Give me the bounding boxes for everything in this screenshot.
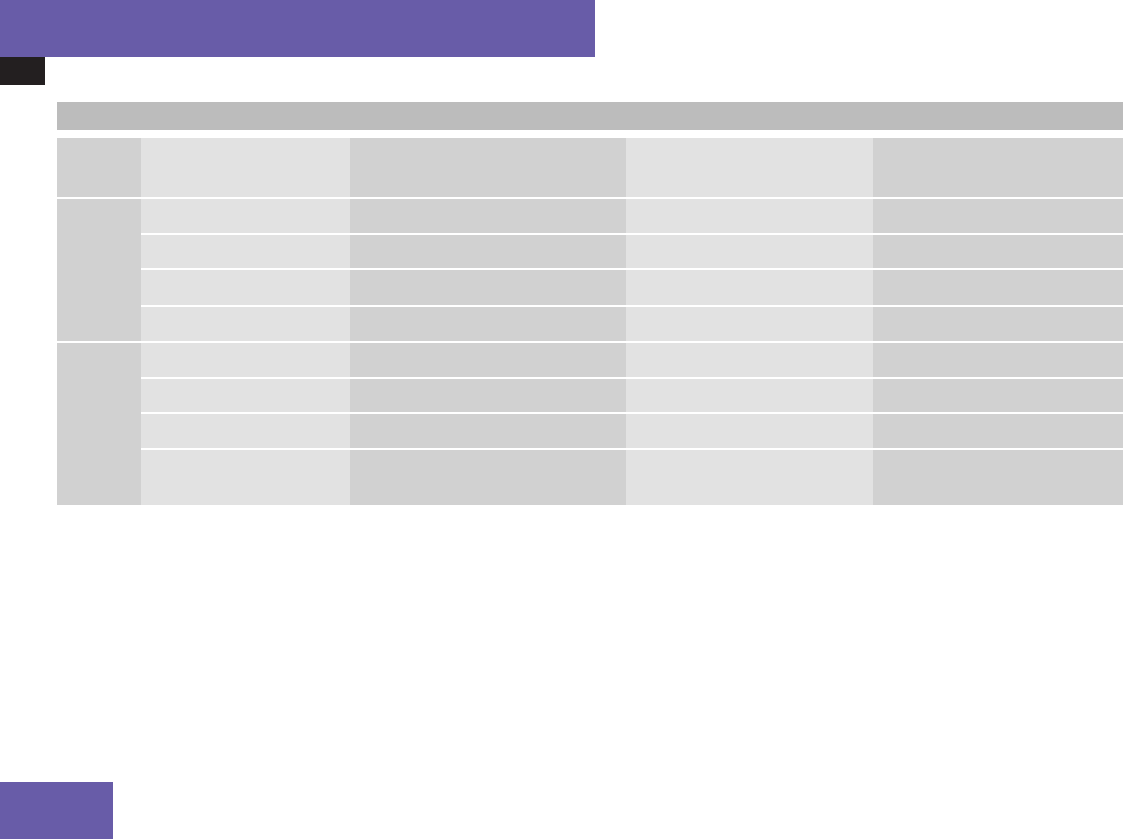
table-cell (873, 199, 1123, 233)
table-cell (350, 307, 626, 341)
table-cell (350, 270, 626, 305)
table-cell (141, 235, 350, 268)
table-cell (873, 379, 1123, 412)
table-header-cell (57, 138, 141, 197)
table-cell (141, 450, 350, 505)
table-group-cell (57, 343, 141, 505)
table-cell (626, 450, 873, 505)
table-cell (873, 450, 1123, 505)
table-cell (350, 235, 626, 268)
table-cell (626, 307, 873, 341)
table-cell (141, 379, 350, 412)
table-cell (141, 270, 350, 305)
table-cell (141, 414, 350, 448)
table-header-cell (350, 138, 626, 197)
table-cell (350, 450, 626, 505)
chapter-tab (0, 57, 45, 85)
table-cell (141, 199, 350, 233)
table-header-cell (626, 138, 873, 197)
table-cell (873, 343, 1123, 377)
table-title-bar (57, 102, 1123, 130)
table-cell (350, 414, 626, 448)
table-cell (626, 235, 873, 268)
table-header-cell (873, 138, 1123, 197)
table-cell (873, 270, 1123, 305)
table-cell (626, 343, 873, 377)
table-cell (626, 379, 873, 412)
header-band (0, 0, 595, 57)
table-cell (873, 414, 1123, 448)
table-cell (141, 343, 350, 377)
table-header-cell (141, 138, 350, 197)
table-cell (626, 414, 873, 448)
page-number-tab (0, 782, 113, 839)
table-cell (350, 199, 626, 233)
table-cell (350, 343, 626, 377)
table-cell (873, 235, 1123, 268)
table-cell (141, 307, 350, 341)
table-cell (873, 307, 1123, 341)
table-group-cell (57, 199, 141, 341)
table-cell (350, 379, 626, 412)
table-cell (626, 270, 873, 305)
table-cell (626, 199, 873, 233)
